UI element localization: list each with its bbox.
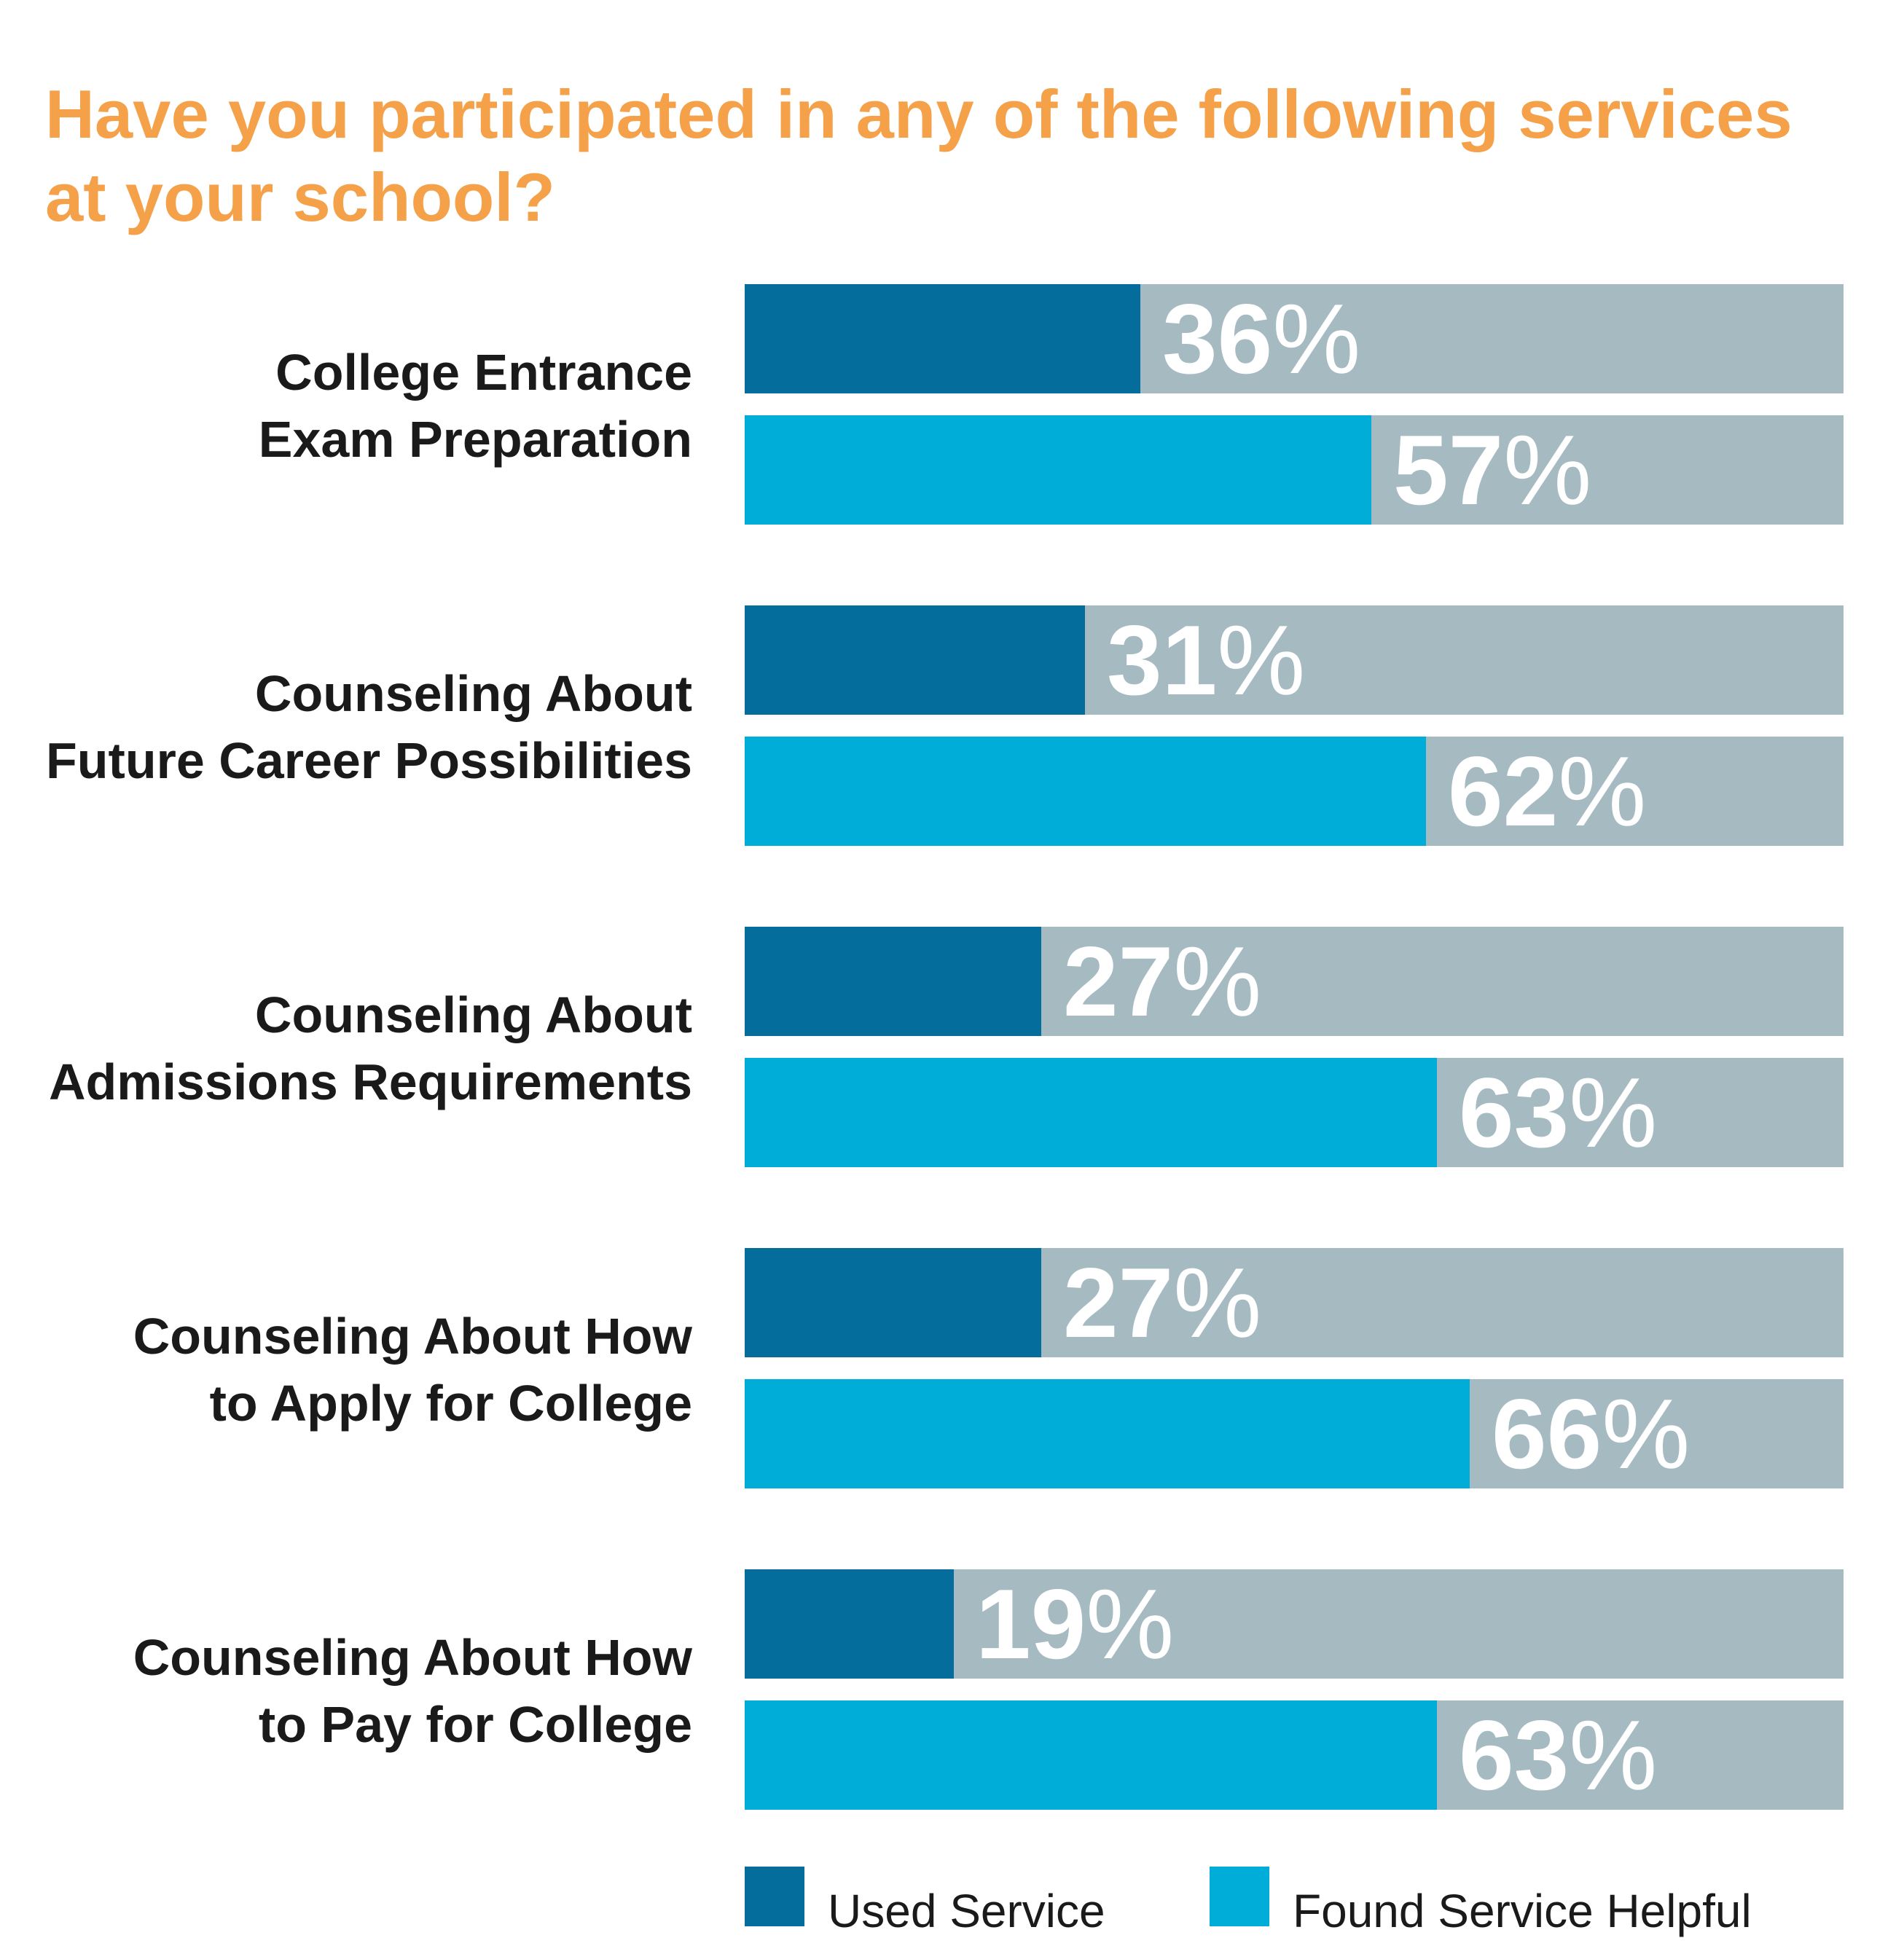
- data-label-percent: %: [1569, 1700, 1658, 1810]
- legend-label-used: Used Service: [828, 1885, 1105, 1937]
- bar-track-used: 31%: [745, 605, 1844, 715]
- bar-helpful: [745, 1379, 1470, 1488]
- data-label: 62%: [1426, 737, 1646, 846]
- data-label-number: 63: [1459, 1700, 1570, 1810]
- category-label-line: Future Career Possibilities: [46, 732, 692, 789]
- data-label: 27%: [1041, 1248, 1261, 1357]
- legend-swatch-helpful: [1210, 1867, 1269, 1926]
- bar-track-used: 27%: [745, 1248, 1844, 1357]
- data-label: 57%: [1371, 415, 1591, 525]
- chart-row: Counseling About How to Pay for College 19…: [0, 1569, 1904, 1810]
- chart-row: College Entrance Exam Preparation 36% 57%: [0, 284, 1904, 525]
- data-label-number: 63: [1459, 1057, 1570, 1168]
- data-label: 19%: [954, 1569, 1174, 1679]
- data-label-percent: %: [1173, 1247, 1262, 1358]
- data-label-percent: %: [1217, 605, 1306, 715]
- category-label-line: Exam Preparation: [258, 411, 692, 468]
- bar-used: [745, 605, 1085, 715]
- data-label-percent: %: [1602, 1378, 1691, 1489]
- data-label-number: 66: [1492, 1378, 1602, 1489]
- bar-track-helpful: 66%: [745, 1379, 1844, 1488]
- category-label: Counseling About How to Apply for College: [0, 1303, 692, 1437]
- bar-helpful: [745, 1058, 1437, 1167]
- chart-row: Counseling About How to Apply for College…: [0, 1248, 1904, 1488]
- category-label-line: Counseling About How: [133, 1308, 692, 1365]
- bar-track-used: 19%: [745, 1569, 1844, 1679]
- data-label-percent: %: [1272, 283, 1361, 394]
- bar-helpful: [745, 415, 1371, 525]
- bar-track-helpful: 62%: [745, 737, 1844, 846]
- category-label: College Entrance Exam Preparation: [0, 339, 692, 473]
- category-label: Counseling About Admissions Requirements: [0, 981, 692, 1115]
- bar-used: [745, 1569, 954, 1679]
- data-label-percent: %: [1558, 736, 1647, 847]
- category-label: Counseling About Future Career Possibilit…: [0, 660, 692, 794]
- category-label-line: to Apply for College: [209, 1375, 692, 1432]
- data-label-percent: %: [1173, 926, 1262, 1037]
- bar-track-helpful: 63%: [745, 1700, 1844, 1810]
- bar-track-helpful: 57%: [745, 415, 1844, 525]
- bar-helpful: [745, 737, 1426, 846]
- category-label-line: Admissions Requirements: [49, 1053, 692, 1110]
- data-label: 36%: [1140, 284, 1360, 393]
- bar-used: [745, 927, 1041, 1036]
- data-label-number: 19: [976, 1569, 1086, 1679]
- category-label: Counseling About How to Pay for College: [0, 1624, 692, 1758]
- data-label-percent: %: [1086, 1569, 1175, 1679]
- chart-title: Have you participated in any of the foll…: [45, 76, 1793, 235]
- legend-label-helpful: Found Service Helpful: [1293, 1885, 1752, 1937]
- category-label-line: Counseling About How: [133, 1629, 692, 1686]
- data-label: 66%: [1470, 1379, 1690, 1488]
- data-label-number: 57: [1393, 415, 1504, 525]
- data-label: 63%: [1437, 1058, 1657, 1167]
- bar-helpful: [745, 1700, 1437, 1810]
- data-label-number: 27: [1063, 1247, 1174, 1358]
- data-label-number: 62: [1448, 736, 1559, 847]
- data-label-number: 31: [1107, 605, 1218, 715]
- data-label: 31%: [1085, 605, 1305, 715]
- category-label-line: Counseling About: [254, 986, 692, 1043]
- data-label: 63%: [1437, 1700, 1657, 1810]
- category-label-line: to Pay for College: [258, 1696, 692, 1753]
- legend-swatch-used: [745, 1867, 804, 1926]
- chart-row: Counseling About Admissions Requirements 2…: [0, 927, 1904, 1167]
- data-label-number: 27: [1063, 926, 1174, 1037]
- bar-track-helpful: 63%: [745, 1058, 1844, 1167]
- category-label-line: Counseling About: [254, 665, 692, 722]
- data-label: 27%: [1041, 927, 1261, 1036]
- bar-used: [745, 1248, 1041, 1357]
- data-label-percent: %: [1503, 415, 1592, 525]
- chart-row: Counseling About Future Career Possibilit…: [0, 605, 1904, 846]
- bar-track-used: 27%: [745, 927, 1844, 1036]
- category-label-line: College Entrance: [275, 344, 692, 401]
- bar-used: [745, 284, 1140, 393]
- bar-track-used: 36%: [745, 284, 1844, 393]
- data-label-number: 36: [1162, 283, 1273, 394]
- data-label-percent: %: [1569, 1057, 1658, 1168]
- chart-legend: Used Service Found Service Helpful: [0, 1867, 1904, 1947]
